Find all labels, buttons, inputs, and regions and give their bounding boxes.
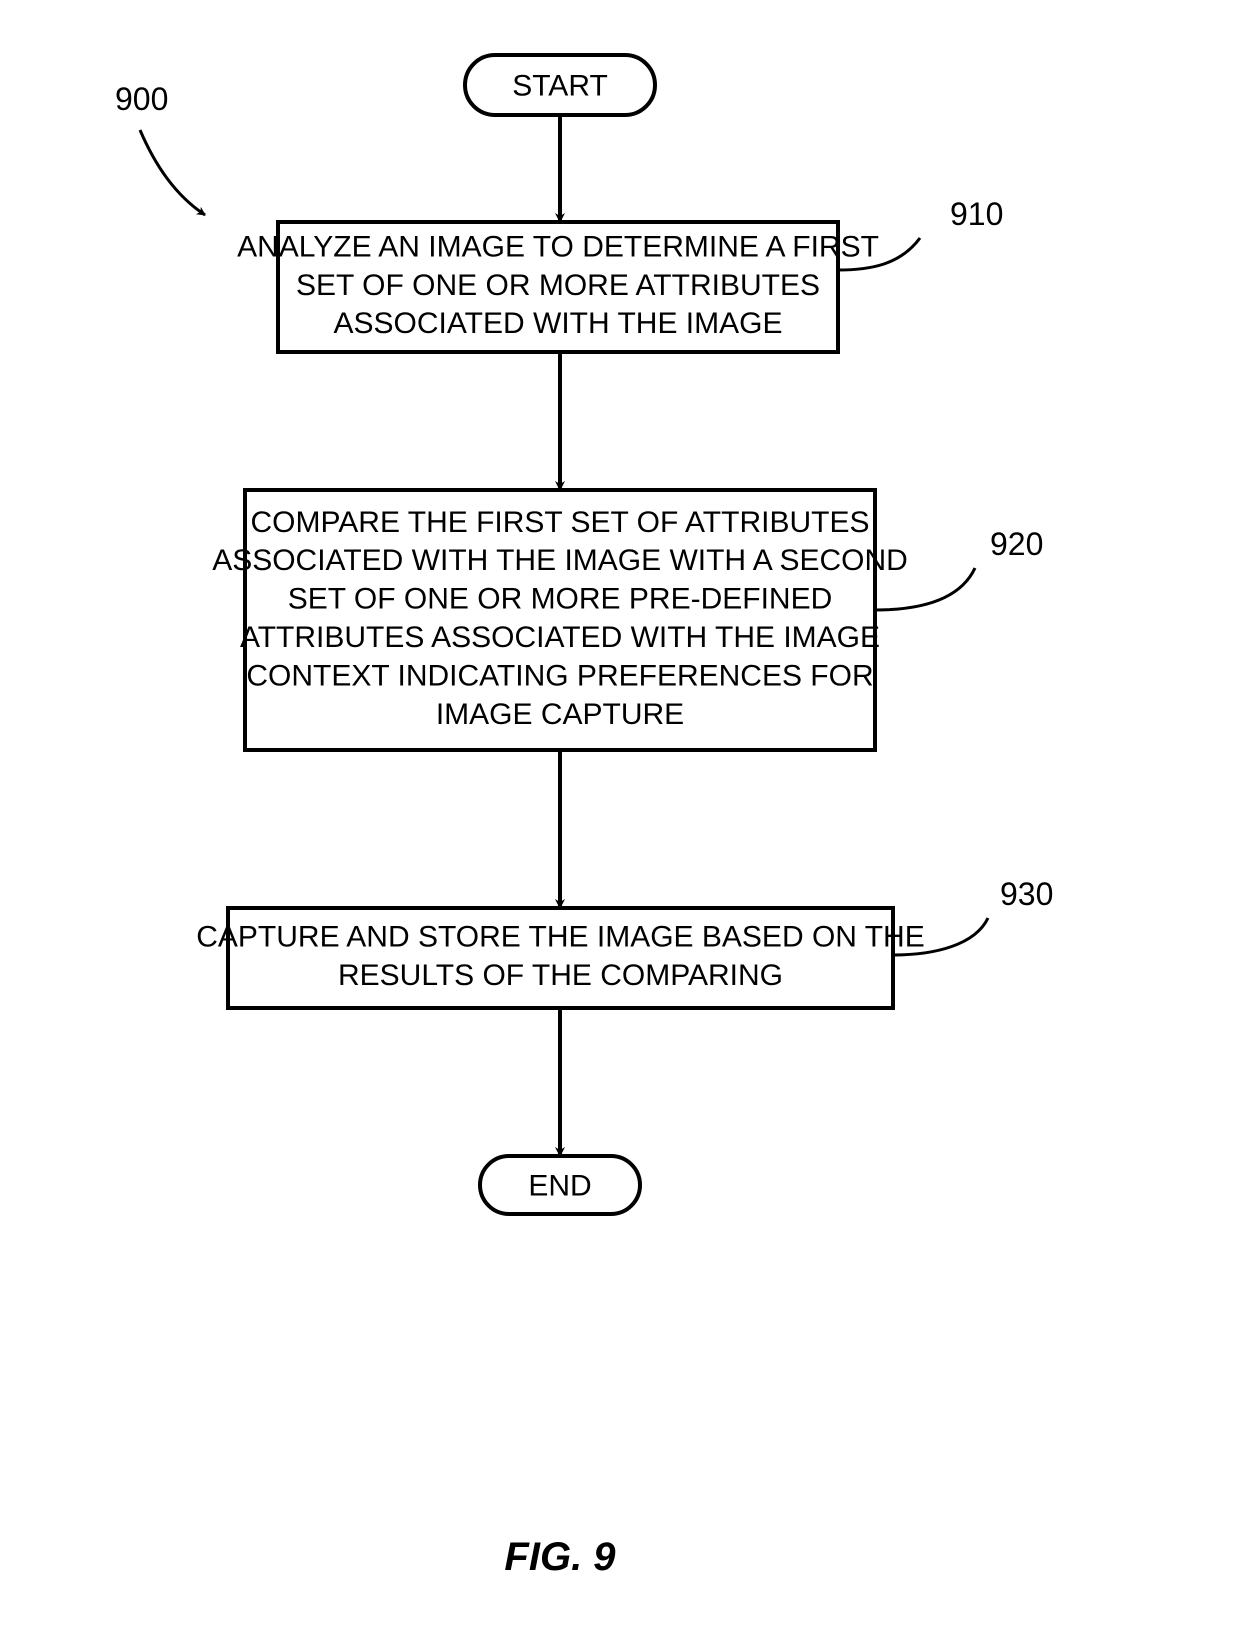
svg-text:START: START <box>512 70 608 103</box>
step2-ref-label: 920 <box>990 526 1043 562</box>
step3-ref-label: 930 <box>1000 876 1053 912</box>
svg-text:END: END <box>528 1170 591 1203</box>
step3-node: CAPTURE AND STORE THE IMAGE BASED ON THE… <box>196 908 924 1008</box>
figure-ref-arrow <box>140 130 205 215</box>
step1-node: ANALYZE AN IMAGE TO DETERMINE A FIRSTSET… <box>237 222 879 352</box>
end-node: END <box>480 1156 640 1214</box>
figure-caption: FIG. 9 <box>504 1535 616 1579</box>
step1-ref-label: 910 <box>950 196 1003 232</box>
start-node: START <box>465 55 655 115</box>
step2-node: COMPARE THE FIRST SET OF ATTRIBUTESASSOC… <box>212 490 908 750</box>
figure-ref-label: 900 <box>115 81 168 117</box>
flowchart-diagram: START ANALYZE AN IMAGE TO DETERMINE A FI… <box>0 0 1240 1648</box>
